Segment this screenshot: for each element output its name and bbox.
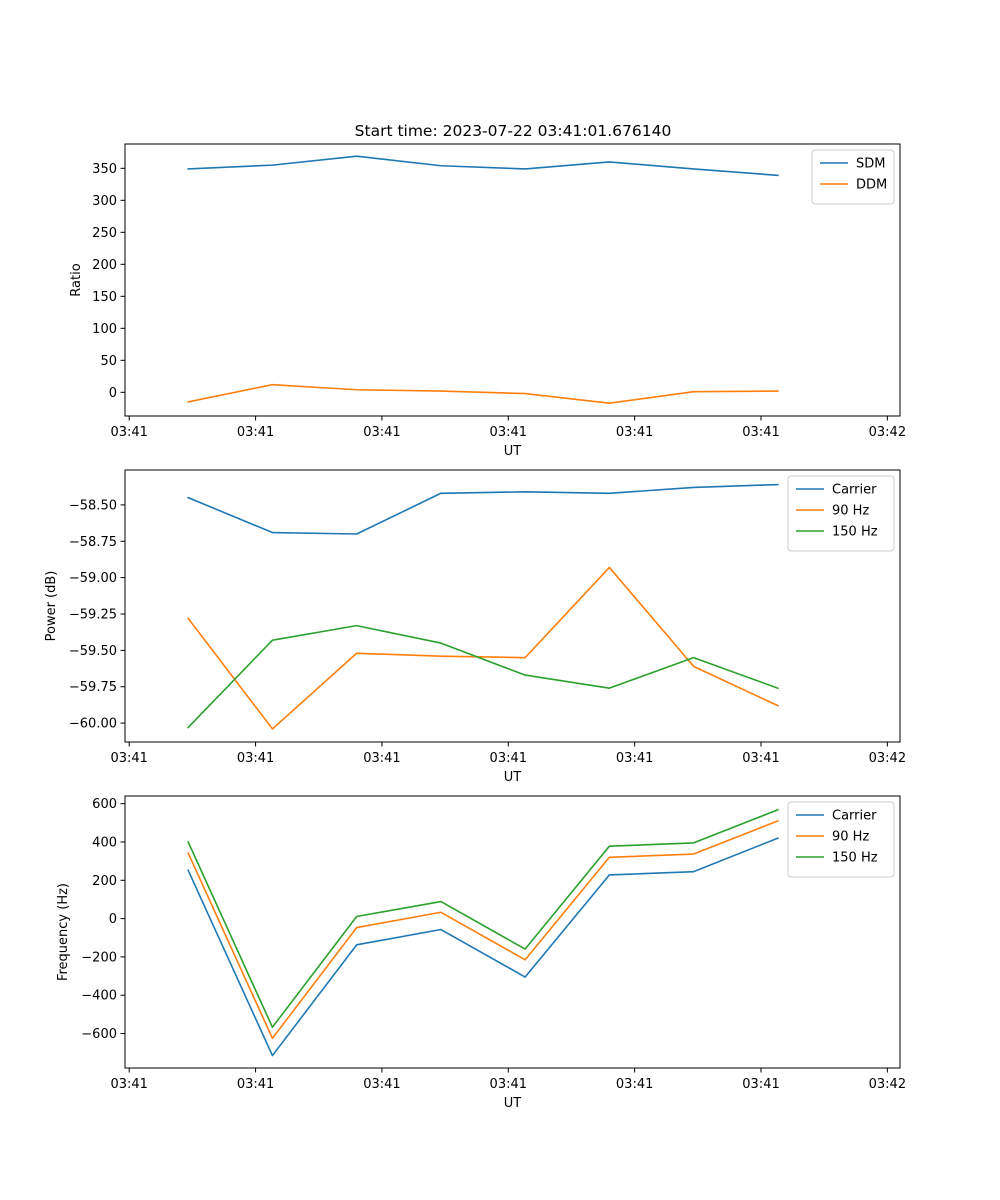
frequency-legend: Carrier 90 Hz 150 Hz [787, 801, 895, 878]
frequency-y-tick-label: 600 [92, 797, 117, 812]
frequency-y-tick-label: −200 [81, 950, 117, 965]
power-x-tick-label: 03:42 [869, 751, 906, 766]
frequency-y-tick-label: 200 [92, 874, 117, 889]
power-x-tick-label: 03:41 [742, 751, 779, 766]
frequency-x-tick-label: 03:42 [869, 1077, 906, 1092]
power-legend-box [787, 475, 895, 552]
power-y-tick-label: −60.00 [69, 717, 117, 732]
ratio-series-sdm [187, 155, 779, 177]
ratio-y-tick-label: 50 [100, 354, 117, 369]
frequency-y-axis-label: Frequency (Hz) [56, 883, 71, 981]
chart-panels: 03:41 03:41 03:41 03:41 03:41 03:41 03:42 0 50 10… [44, 143, 906, 1111]
frequency-series-150-hz [187, 808, 779, 1028]
power-x-tick-label: 03:41 [490, 751, 527, 766]
power-axes-frame [124, 469, 901, 743]
ratio-y-tick-label: 100 [92, 322, 117, 337]
power-x-tick-label: 03:41 [110, 751, 147, 766]
frequency-legend-label: 90 Hz [832, 830, 869, 845]
power-series-carrier [187, 483, 779, 535]
power-y-tick-label: −58.75 [69, 535, 117, 550]
ratio-x-tick-label: 03:42 [869, 425, 906, 440]
ratio-y-tick-label: 200 [92, 258, 117, 273]
frequency-x-tick-label: 03:41 [237, 1077, 274, 1092]
ratio-y-tick-label: 0 [109, 386, 117, 401]
ratio-legend-label: SDM [856, 157, 885, 172]
frequency-x-tick-label: 03:41 [490, 1077, 527, 1092]
power-x-tick-label: 03:41 [237, 751, 274, 766]
ratio-y-tick-label: 250 [92, 226, 117, 241]
power-chart: 03:41 03:41 03:41 03:41 03:41 03:41 03:42 −60.0… [44, 469, 906, 785]
frequency-series-carrier [187, 837, 779, 1057]
power-y-tick-label: −59.00 [69, 571, 117, 586]
frequency-legend-box [787, 801, 895, 878]
frequency-y-tick-label: 400 [92, 835, 117, 850]
ratio-x-tick-label: 03:41 [110, 425, 147, 440]
ratio-x-tick-label: 03:41 [237, 425, 274, 440]
frequency-chart: 03:41 03:41 03:41 03:41 03:41 03:41 03:42 −600 −… [56, 795, 906, 1111]
power-x-tick-label: 03:41 [363, 751, 400, 766]
frequency-y-tick-label: −600 [81, 1027, 117, 1042]
ratio-x-tick-label: 03:41 [490, 425, 527, 440]
power-series-150-hz [187, 624, 779, 729]
ratio-chart: 03:41 03:41 03:41 03:41 03:41 03:41 03:42 0 50 10… [69, 143, 906, 459]
ratio-y-tick-label: 350 [92, 162, 117, 177]
power-y-tick-label: −59.25 [69, 608, 117, 623]
frequency-legend-label: Carrier [832, 809, 877, 824]
frequency-axes-frame [124, 795, 901, 1069]
frequency-x-tick-label: 03:41 [742, 1077, 779, 1092]
ratio-legend-label: DDM [856, 178, 887, 193]
ratio-axes-frame [124, 143, 901, 417]
ratio-y-axis-label: Ratio [69, 263, 84, 296]
frequency-x-tick-label: 03:41 [363, 1077, 400, 1092]
power-legend-label: Carrier [832, 483, 877, 498]
ratio-legend: SDM DDM [811, 149, 895, 205]
ratio-x-axis-label: UT [504, 444, 522, 459]
power-y-axis-label: Power (dB) [44, 571, 59, 642]
power-legend-label: 90 Hz [832, 504, 869, 519]
frequency-x-tick-label: 03:41 [616, 1077, 653, 1092]
power-x-axis-label: UT [504, 770, 522, 785]
frequency-x-axis-label: UT [504, 1096, 522, 1111]
power-y-tick-label: −58.50 [69, 498, 117, 513]
ratio-series-ddm [187, 383, 779, 405]
frequency-y-tick-label: 0 [109, 912, 117, 927]
power-series-90-hz [187, 566, 779, 730]
ratio-x-tick-label: 03:41 [742, 425, 779, 440]
figure-title: Start time: 2023-07-22 03:41:01.676140 [355, 122, 672, 140]
frequency-legend-label: 150 Hz [832, 851, 878, 866]
ratio-y-tick-label: 300 [92, 194, 117, 209]
frequency-x-tick-label: 03:41 [110, 1077, 147, 1092]
power-legend: Carrier 90 Hz 150 Hz [787, 475, 895, 552]
frequency-series-90-hz [187, 819, 779, 1040]
power-legend-label: 150 Hz [832, 525, 878, 540]
ratio-x-tick-label: 03:41 [616, 425, 653, 440]
power-y-tick-label: −59.50 [69, 644, 117, 659]
frequency-y-tick-label: −400 [81, 989, 117, 1004]
power-y-tick-label: −59.75 [69, 680, 117, 695]
ratio-x-tick-label: 03:41 [363, 425, 400, 440]
ratio-y-tick-label: 150 [92, 290, 117, 305]
power-x-tick-label: 03:41 [616, 751, 653, 766]
